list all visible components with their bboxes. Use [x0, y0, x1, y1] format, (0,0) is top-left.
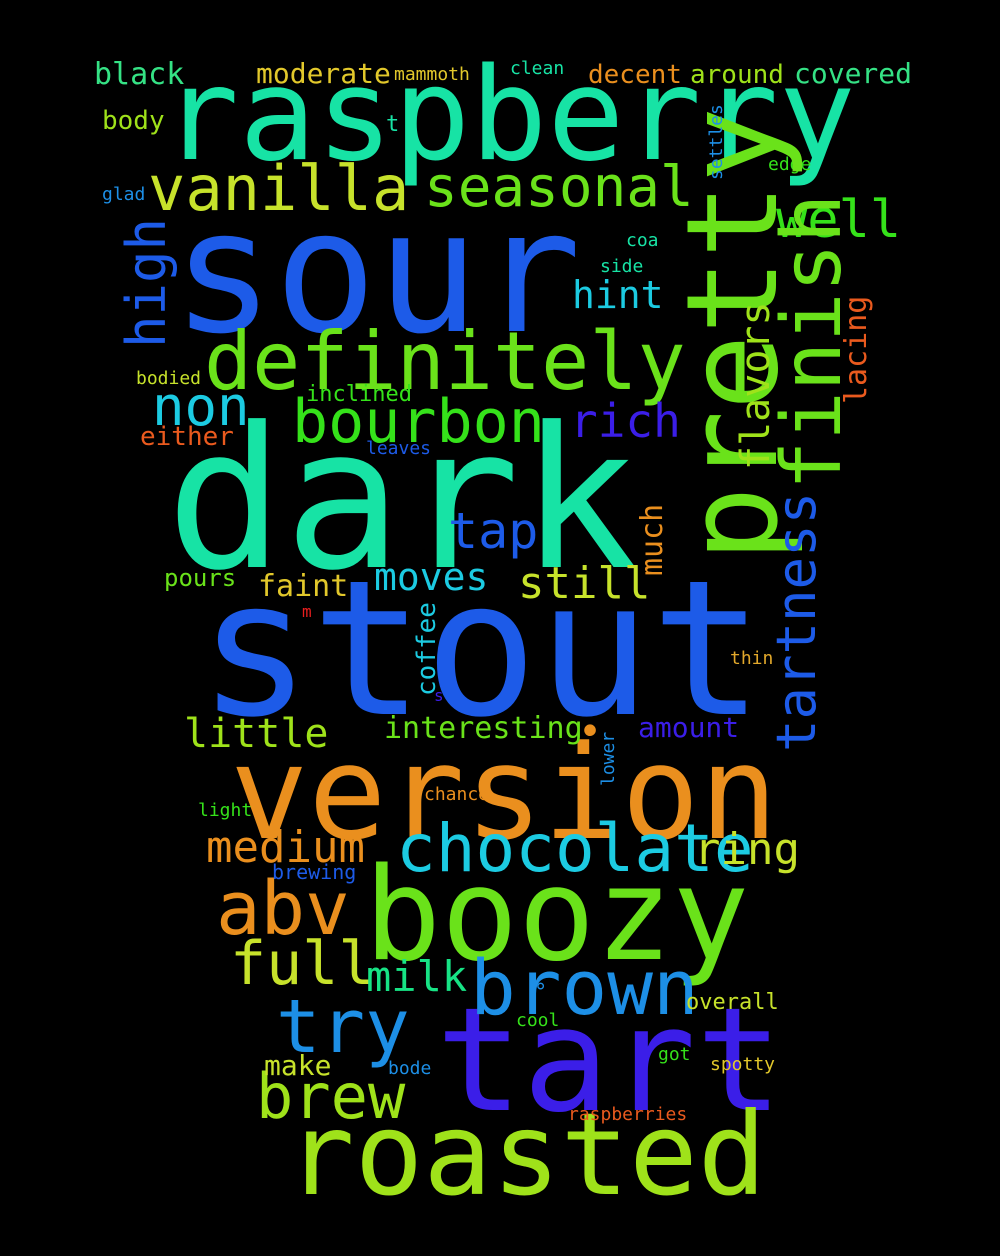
word-moderate: moderate [256, 57, 391, 90]
word-vanilla: vanilla [148, 152, 410, 225]
word-bourbon: bourbon [292, 387, 545, 457]
word-make: make [264, 1049, 332, 1082]
word-interesting: interesting [384, 711, 583, 746]
word-tap: tap [448, 502, 539, 560]
word-either: either [140, 422, 234, 452]
word-roasted: roasted [286, 1088, 767, 1221]
word-little: little [184, 711, 329, 757]
word-well: well [776, 190, 902, 250]
word-got: got [658, 1044, 691, 1065]
word-ring: ring [694, 824, 800, 875]
word-rich: rich [570, 394, 681, 448]
word-edge: edge [768, 154, 812, 175]
word-non: non [152, 375, 250, 438]
word-try: try [276, 984, 410, 1070]
word-pours: pours [164, 564, 237, 592]
word-s: s [434, 686, 444, 705]
word-full: full [230, 929, 375, 999]
word-moves: moves [374, 555, 489, 599]
word-body: body [102, 106, 165, 136]
word-stout: stout [198, 540, 764, 759]
word-thin: thin [730, 648, 774, 669]
word-cool: cool [516, 1010, 560, 1031]
word-decent: decent [588, 60, 682, 90]
word-settles: settles [706, 104, 727, 180]
word-still: still [518, 558, 651, 609]
word-boozy: boozy [364, 841, 750, 990]
word-inclined: inclined [306, 382, 412, 407]
word-milk: milk [366, 952, 468, 1001]
word-tart: tart [436, 976, 783, 1144]
word-m: m [302, 602, 312, 621]
word-lower: lower [598, 731, 619, 786]
word-version: version [230, 717, 778, 869]
word-covered: covered [794, 57, 913, 90]
word-dot-blue: ° [534, 980, 548, 1005]
word-glad: glad [102, 184, 146, 205]
word-light: light [198, 800, 253, 821]
word-black: black [94, 57, 185, 92]
word-chance: chance [424, 784, 490, 805]
word-lacing: lacing [839, 295, 874, 404]
word-sour: sour [172, 174, 582, 372]
word-brew: brew [256, 1060, 406, 1133]
word-amount: amount [638, 711, 740, 744]
word-brown: brown [470, 943, 699, 1032]
word-tartness: tartness [765, 491, 828, 752]
word-side: side [600, 256, 644, 277]
word-definitely: definitely [204, 315, 686, 408]
word-bodied: bodied [136, 368, 202, 389]
word-dot-orange: • [578, 709, 603, 755]
word-spotty: spotty [710, 1054, 776, 1075]
word-much: much [635, 503, 670, 576]
word-coffee: coffee [412, 602, 442, 696]
word-high: high [115, 217, 178, 348]
word-bode: bode [388, 1058, 432, 1079]
word-flavors: flavors [733, 301, 779, 470]
word-hint: hint [572, 273, 664, 317]
word-abv: abv [216, 866, 350, 952]
word-raspberries: raspberries [568, 1104, 688, 1125]
word-dark: dark [166, 386, 639, 614]
word-brewing: brewing [272, 860, 357, 884]
word-chocolate: chocolate [396, 810, 754, 887]
word-coa: coa [626, 230, 659, 251]
word-t: t [386, 112, 400, 137]
word-overall: overall [686, 990, 779, 1015]
word-clean: clean [510, 58, 565, 79]
word-leaves: leaves [366, 438, 432, 459]
word-medium: medium [206, 822, 365, 873]
word-seasonal: seasonal [424, 155, 694, 220]
word-raspberry: raspberry [162, 41, 856, 190]
word-around: around [690, 60, 784, 90]
word-mammoth: mammoth [394, 64, 470, 85]
word-faint: faint [258, 569, 349, 604]
